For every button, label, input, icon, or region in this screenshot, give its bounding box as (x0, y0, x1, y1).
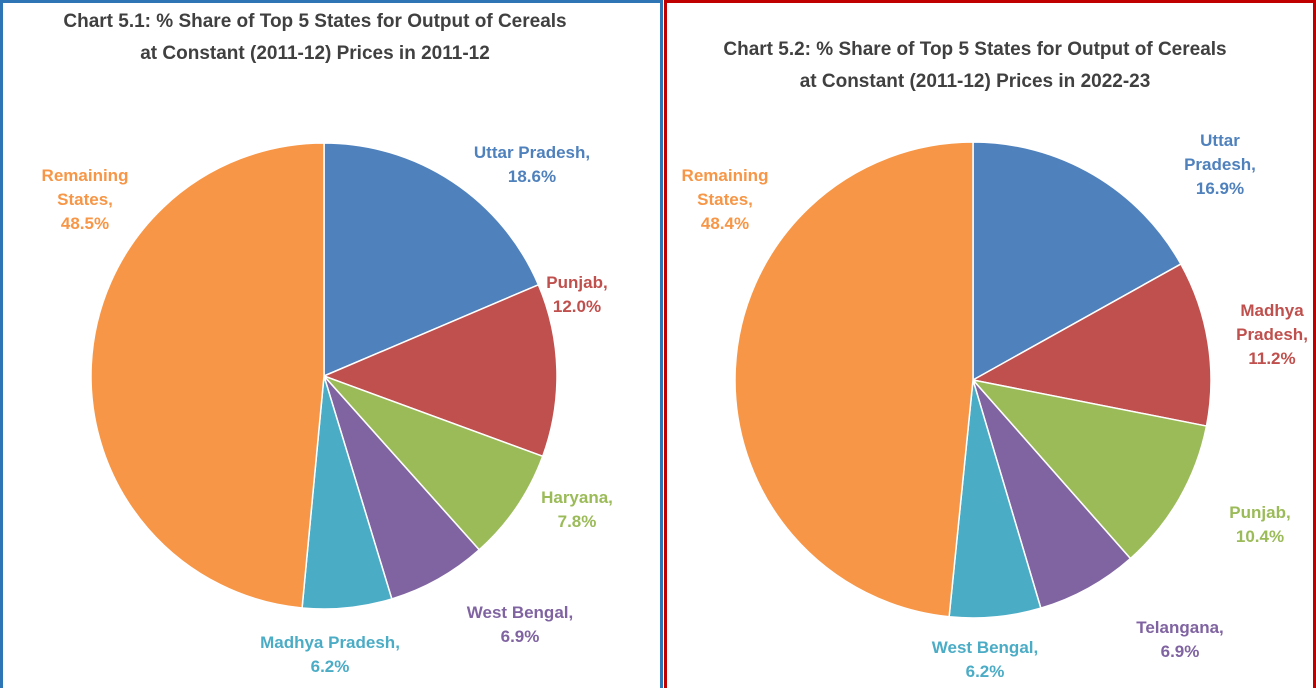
data-label: Madhya Pradesh, 11.2% (1236, 299, 1308, 371)
label-category: West Bengal, (931, 638, 1039, 657)
data-label: West Bengal, 6.2% (932, 636, 1038, 684)
data-label: Madhya Pradesh, 6.2% (260, 631, 400, 679)
data-label: West Bengal, 6.9% (467, 601, 573, 649)
label-value: 48.4% (700, 214, 750, 233)
data-label: Uttar Pradesh, 16.9% (1172, 129, 1268, 201)
label-value: 10.4% (1235, 527, 1285, 546)
label-category: Punjab, (1229, 503, 1291, 522)
data-label: Punjab, 10.4% (1229, 501, 1290, 549)
label-category: Punjab, (546, 273, 608, 292)
data-label: Punjab, 12.0% (546, 271, 607, 319)
pie-slice (90, 142, 325, 609)
label-category: Uttar Pradesh, (473, 143, 591, 162)
pie-slice (972, 141, 1182, 382)
label-value: 6.9% (1160, 642, 1200, 661)
pie-slice (323, 375, 544, 551)
chart-title: Chart 5.1: % Share of Top 5 States for O… (63, 11, 567, 64)
pie-slice (323, 142, 540, 378)
label-value: 7.8% (557, 512, 597, 531)
panel-right (664, 0, 1316, 688)
pie-slice (734, 141, 974, 618)
chart-title: Chart 5.2: % Share of Top 5 States for O… (723, 39, 1227, 92)
pie-slice (321, 283, 558, 458)
label-value: 6.9% (500, 627, 540, 646)
label-category: Remaining States, (41, 166, 129, 209)
label-value: 18.6% (507, 167, 557, 186)
pie-slice (972, 379, 1132, 610)
data-label: Uttar Pradesh, 18.6% (474, 141, 590, 189)
label-value: 6.2% (965, 662, 1005, 681)
data-label: Remaining States, 48.4% (670, 164, 780, 236)
data-label: Haryana, 7.8% (541, 486, 613, 534)
label-value: 6.2% (310, 657, 350, 676)
label-category: Haryana, (541, 488, 613, 507)
label-category: Uttar Pradesh, (1184, 131, 1256, 174)
data-label: Remaining States, 48.5% (20, 164, 150, 236)
label-value: 11.2% (1248, 349, 1296, 368)
label-value: 16.9% (1195, 179, 1245, 198)
label-category: West Bengal, (466, 603, 574, 622)
label-value: 12.0% (552, 297, 602, 316)
label-category: Telangana, (1136, 618, 1224, 637)
data-label: Telangana, 6.9% (1136, 616, 1224, 664)
label-category: Madhya Pradesh, (1236, 301, 1308, 344)
pie-slice (970, 263, 1212, 427)
label-category: Madhya Pradesh, (260, 633, 400, 652)
pie-slice (970, 378, 1208, 560)
label-value: 48.5% (60, 214, 110, 233)
panel-left (0, 0, 663, 688)
label-category: Remaining States, (681, 166, 769, 209)
